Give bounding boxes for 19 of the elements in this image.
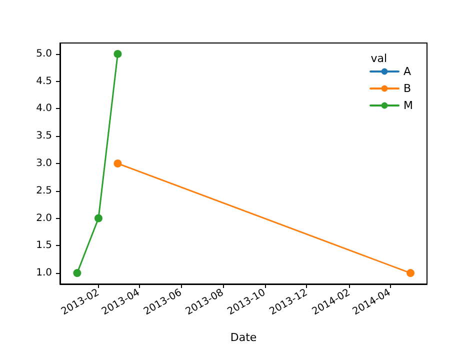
legend-label: B (404, 82, 412, 95)
y-tick-label: 1.5 (36, 240, 52, 252)
y-tick-label: 5.0 (36, 48, 52, 60)
legend-title: val (370, 52, 388, 65)
point (94, 214, 102, 222)
point (406, 269, 415, 278)
legend-label: M (404, 99, 414, 112)
y-tick-label: 3.5 (36, 130, 52, 142)
y-tick-label: 2.0 (36, 212, 52, 224)
y-tick-label: 4.5 (36, 76, 52, 87)
legend-label: A (404, 65, 412, 78)
point (114, 160, 122, 168)
y-tick-label: 4.0 (36, 103, 52, 114)
point (73, 269, 82, 278)
y-tick-label: 1.0 (36, 268, 52, 279)
x-axis-title: Date (230, 331, 257, 344)
y-tick-label: 2.5 (36, 185, 52, 196)
y-tick-label: 3.0 (36, 158, 52, 169)
point (114, 50, 122, 58)
